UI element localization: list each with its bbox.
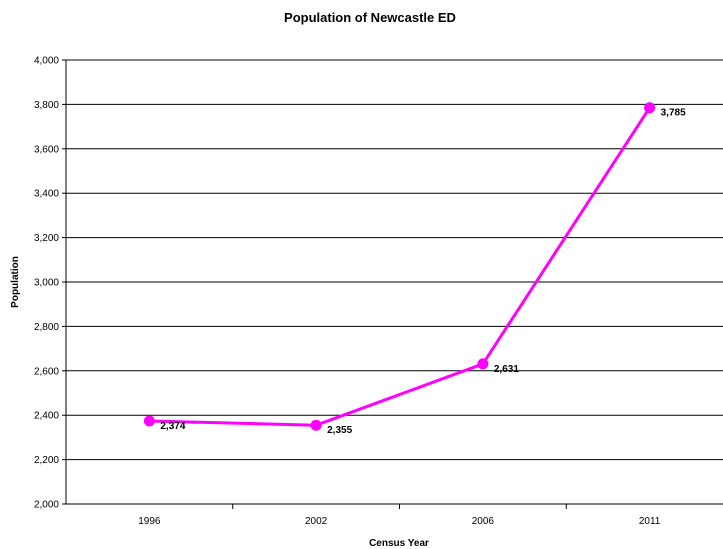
series-group — [143, 102, 656, 431]
data-point — [477, 358, 489, 370]
gridlines — [66, 59, 723, 461]
data-point — [143, 415, 155, 427]
y-tick-label: 2,000 — [34, 500, 59, 511]
data-label: 2,355 — [327, 425, 352, 436]
axes — [62, 59, 723, 509]
chart-title: Population of Newcastle ED — [284, 10, 456, 25]
y-tick-label: 2,400 — [34, 411, 59, 422]
y-tick-label: 2,600 — [34, 366, 59, 377]
y-tick-label: 4,000 — [34, 56, 59, 67]
x-axis-label: Census Year — [369, 538, 429, 549]
y-axis-label: Population — [10, 256, 21, 308]
y-tick-label: 3,400 — [34, 189, 59, 200]
x-tick-label: 1996 — [138, 516, 161, 527]
data-point — [644, 102, 656, 114]
y-tick-label: 3,600 — [34, 144, 59, 155]
x-tick-label: 2011 — [639, 516, 661, 527]
y-tick-label: 2,200 — [34, 455, 59, 466]
data-label: 2,374 — [160, 421, 185, 432]
y-tick-label: 3,200 — [34, 233, 59, 244]
y-tick-label: 2,800 — [34, 322, 59, 333]
data-label: 3,785 — [661, 108, 686, 119]
series-line — [149, 106, 651, 427]
data-point — [310, 419, 322, 431]
x-tick-labels: 1996 2002 2006 2011 — [138, 516, 661, 527]
data-label: 2,631 — [494, 364, 519, 375]
y-tick-labels: 2,000 2,200 2,400 2,600 2,800 3,000 3,200 3,400… — [34, 56, 59, 511]
y-tick-label: 3,800 — [34, 100, 59, 111]
x-tick-label: 2002 — [305, 516, 328, 527]
y-tick-label: 3,000 — [34, 278, 59, 289]
data-labels: 2,374 2,355 2,631 3,785 — [160, 108, 686, 436]
x-tick-label: 2006 — [472, 516, 495, 527]
